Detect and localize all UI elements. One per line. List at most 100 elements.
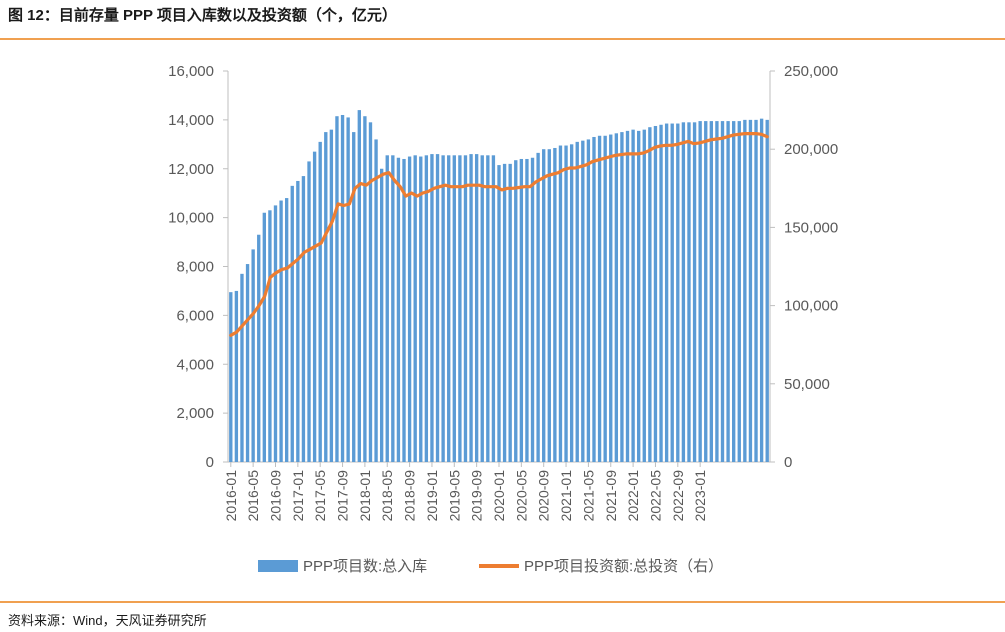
bar: [637, 130, 641, 462]
bar: [229, 292, 233, 462]
right-tick-label: 0: [784, 454, 792, 471]
bar: [324, 132, 328, 462]
bar: [301, 176, 306, 463]
bar: [296, 180, 300, 462]
bar: [765, 119, 769, 462]
bar: [407, 156, 412, 462]
bar: [352, 132, 356, 462]
investment-line: [229, 132, 769, 337]
bar: [603, 135, 607, 462]
bar: [726, 121, 730, 463]
bar: [564, 145, 568, 463]
bar: [698, 121, 702, 463]
bar: [536, 152, 540, 462]
x-tick-label: 2021-05: [580, 470, 596, 522]
bar: [759, 118, 764, 462]
right-tick-label: 100,000: [784, 298, 838, 315]
bar: [542, 149, 546, 462]
x-tick-label: 2019-05: [446, 470, 462, 522]
bar: [257, 234, 261, 462]
bar: [268, 210, 272, 462]
bar: [581, 140, 585, 462]
x-tick-label: 2020-09: [536, 470, 552, 522]
bar: [374, 139, 378, 463]
bar: [273, 205, 278, 462]
bar: [335, 116, 339, 462]
bar: [441, 155, 445, 462]
x-tick-label: 2021-01: [558, 470, 574, 522]
legend-line-label: PPP项目投资额:总投资（右）: [524, 558, 723, 575]
bar: [569, 144, 574, 462]
legend-bar-label: PPP项目数:总入库: [303, 558, 427, 575]
x-tick-label: 2019-01: [424, 470, 440, 522]
bar: [653, 125, 658, 462]
bar: [497, 165, 501, 462]
x-tick-label: 2020-01: [491, 470, 507, 522]
bar: [357, 110, 361, 462]
bar: [625, 130, 630, 462]
bar: [307, 161, 311, 462]
bar: [592, 136, 596, 462]
bar: [704, 121, 708, 463]
bar: [474, 154, 479, 462]
bar: [402, 158, 406, 462]
bar: [480, 155, 484, 462]
left-tick-label: 6,000: [176, 307, 214, 324]
x-tick-label: 2023-01: [692, 470, 708, 522]
bar: [502, 163, 507, 463]
bar: [396, 157, 401, 463]
bar: [430, 154, 434, 462]
bar: [715, 121, 719, 463]
bar: [620, 132, 624, 462]
x-tick-label: 2018-01: [357, 470, 373, 522]
x-tick-label: 2018-05: [379, 470, 395, 522]
x-tick-label: 2022-05: [647, 470, 663, 522]
left-tick-label: 10,000: [168, 210, 214, 227]
bar: [732, 121, 736, 463]
left-tick-label: 4,000: [176, 356, 214, 373]
bar: [508, 163, 512, 463]
bar: [240, 273, 244, 462]
x-tick-label: 2017-09: [335, 470, 351, 522]
bar: [586, 139, 591, 463]
bar: [262, 212, 266, 462]
bar: [575, 141, 579, 462]
bar: [525, 158, 529, 462]
bar: [664, 123, 669, 463]
bar: [614, 133, 619, 463]
x-tick-label: 2020-05: [513, 470, 529, 522]
bar: [553, 147, 557, 462]
bar: [279, 200, 283, 463]
x-tick-label: 2016-09: [267, 470, 283, 522]
bar: [458, 155, 462, 462]
bar: [486, 155, 490, 462]
x-tick-label: 2016-05: [245, 470, 261, 522]
x-tick-label: 2019-09: [469, 470, 485, 522]
bar: [514, 160, 518, 462]
bar: [642, 129, 646, 462]
chart-title: 图 12：目前存量 PPP 项目入库数以及投资额（个，亿元）: [8, 7, 397, 24]
bar: [452, 155, 456, 462]
left-tick-label: 16,000: [168, 63, 214, 80]
right-tick-label: 200,000: [784, 141, 838, 158]
left-tick-label: 12,000: [168, 161, 214, 178]
bar: [681, 122, 686, 462]
x-tick-label: 2021-09: [603, 470, 619, 522]
legend-bar-swatch: [258, 560, 298, 572]
bar: [648, 127, 652, 463]
x-tick-label: 2018-09: [402, 470, 418, 522]
bar: [597, 135, 602, 462]
bar: [670, 123, 674, 463]
bar: [676, 123, 680, 463]
bar: [720, 121, 725, 463]
bar: [318, 141, 322, 462]
bar: [754, 119, 758, 462]
left-tick-label: 2,000: [176, 405, 214, 422]
bar: [692, 122, 697, 462]
bar: [290, 185, 294, 462]
top-rule: [0, 38, 1005, 40]
bar: [519, 158, 524, 462]
bar: [631, 129, 635, 462]
left-tick-label: 0: [206, 454, 214, 471]
bar: [547, 149, 551, 462]
